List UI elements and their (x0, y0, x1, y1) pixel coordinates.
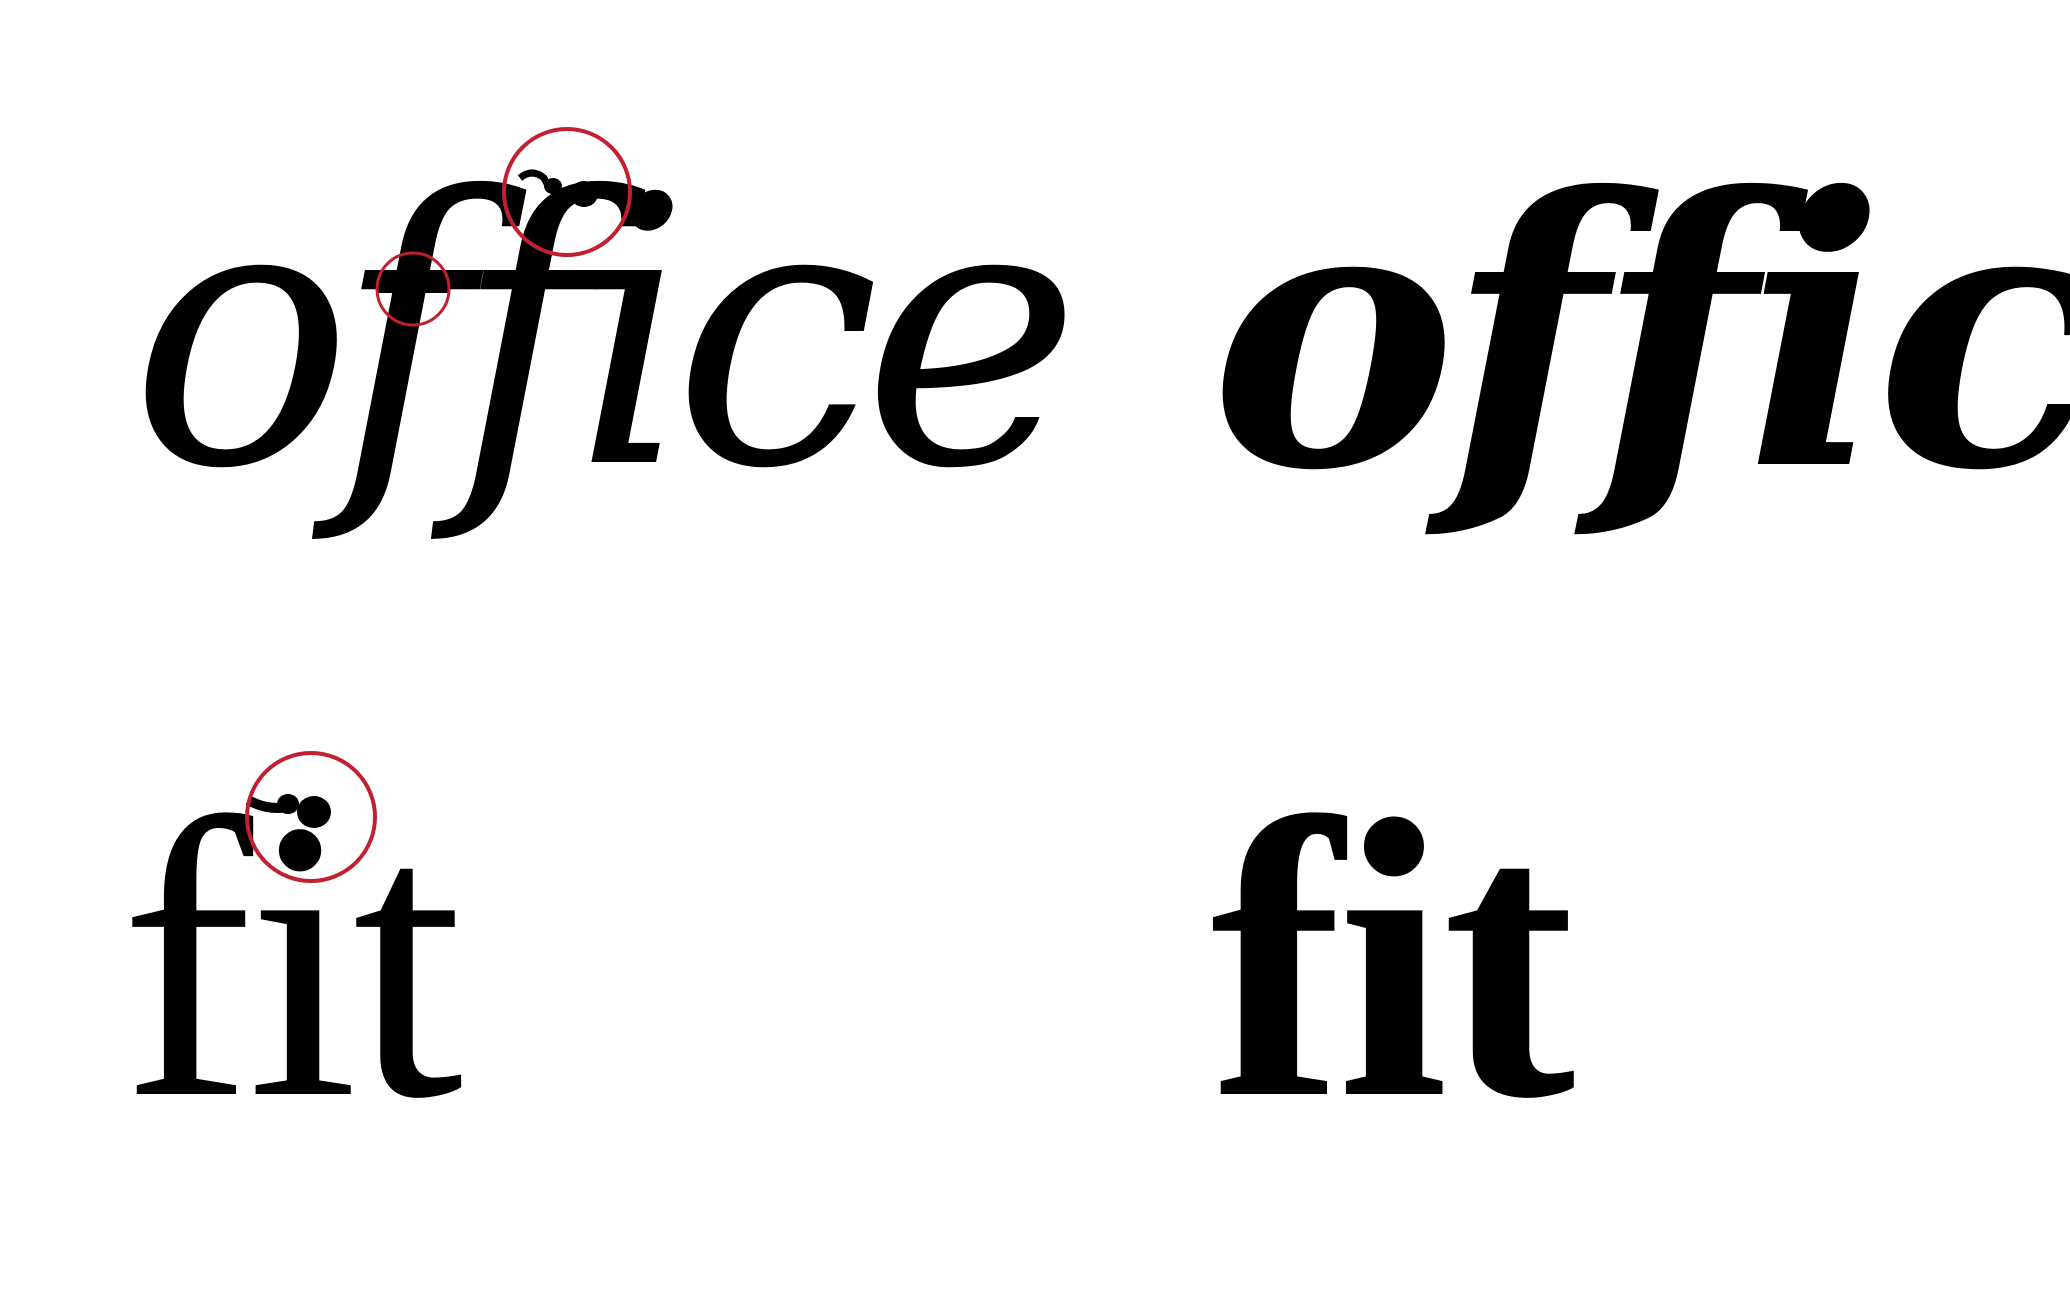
sample-fit-roman-glitched: fit (120, 738, 463, 1181)
sample-office-italic-correct: office (1210, 118, 2070, 552)
sample-office-italic-glitched: office (130, 120, 1081, 550)
sample-fit-roman-correct: fit (1210, 738, 1576, 1181)
